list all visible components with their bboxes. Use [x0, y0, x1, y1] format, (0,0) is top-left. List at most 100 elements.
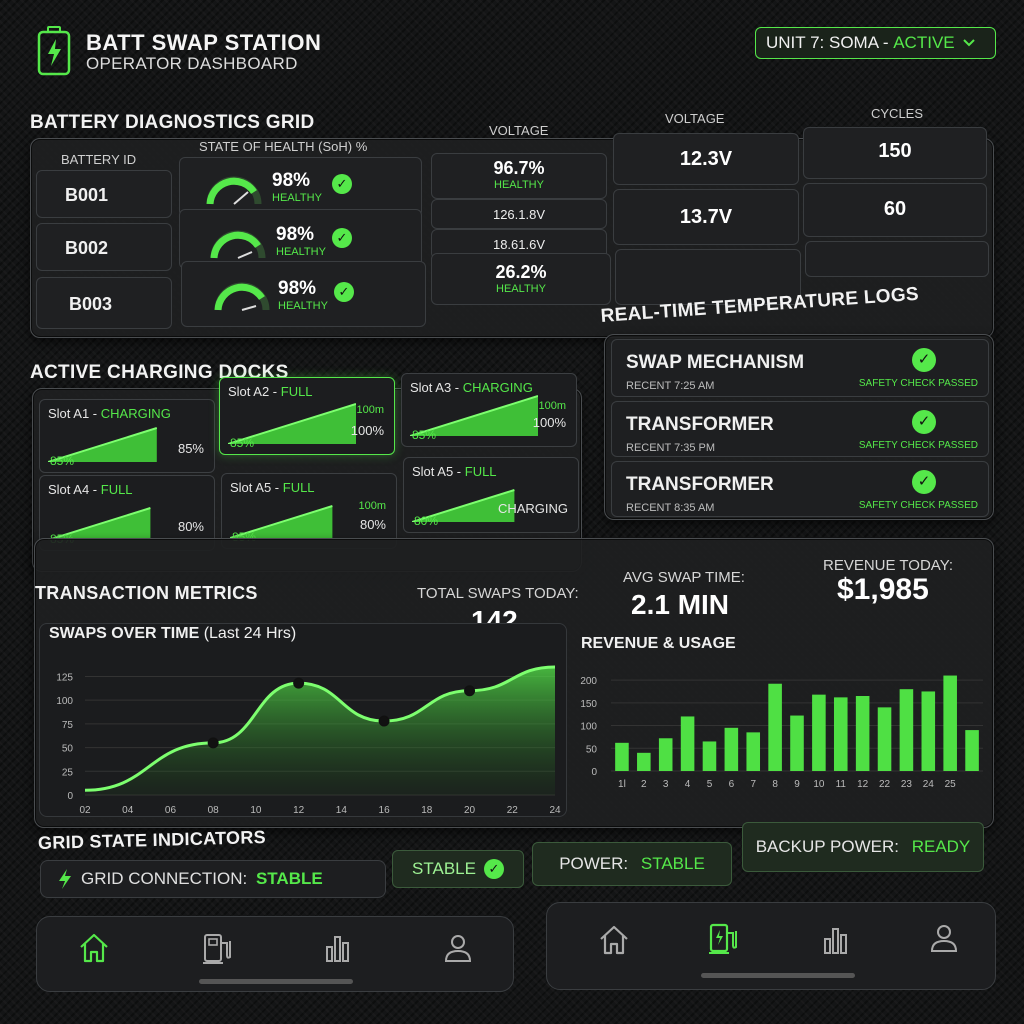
soh-value: 98%: [276, 224, 315, 245]
log-status: SAFETY CHECK PASSED: [858, 378, 978, 389]
x-tick-label: 24: [549, 805, 561, 816]
unit-selector[interactable]: UNIT 7: SOMA - ACTIVE: [755, 27, 996, 59]
dock-range: 100m: [356, 404, 384, 416]
stable-badge[interactable]: STABLE ✓: [392, 850, 524, 888]
y-tick-label: 150: [580, 699, 597, 710]
header-voltage-2: VOLTAGE: [665, 111, 725, 126]
battery-id: B003: [69, 294, 113, 314]
cycles-value: 60: [883, 198, 907, 220]
dock-slot[interactable]: Slot A1 - CHARGING 85% 85%: [39, 399, 215, 473]
x-tick-label: 24: [923, 779, 935, 790]
home-indicator-bar: [199, 979, 353, 984]
x-tick-label: 18: [421, 805, 433, 816]
soh-value: 98%: [272, 170, 311, 191]
data-point: [207, 737, 219, 749]
battery-bolt-icon: [37, 26, 71, 76]
voltage-value: 18.61.6V: [492, 237, 546, 252]
bar: [724, 727, 739, 771]
dock-slot-title: Slot A1 - CHARGING: [48, 406, 171, 421]
home-icon[interactable]: [597, 923, 631, 957]
list-item[interactable]: SWAP MECHANISM RECENT 7:25 AM ✓ SAFETY C…: [611, 339, 989, 397]
dock-slot-state: FULL: [280, 384, 313, 399]
chevron-down-icon[interactable]: [962, 39, 975, 47]
dock-right-percent: CHARGING: [497, 501, 568, 516]
dock-slot-state: FULL: [464, 464, 497, 479]
voltage-value: 126.1.8V: [492, 207, 546, 222]
swaps-line-chart: 0 25 50 75 100 125 02 04 06 08 10 12 14 16 18 20 22 24: [56, 665, 561, 816]
dock-slot-state: CHARGING: [100, 406, 171, 421]
voltage-value: 96.7%: [493, 158, 545, 178]
x-tick-label: 08: [208, 805, 220, 816]
dock-slot-state: FULL: [100, 482, 133, 497]
x-tick-label: 6: [729, 779, 735, 790]
bar: [746, 732, 761, 771]
power-indicator[interactable]: POWER: STABLE: [532, 842, 732, 886]
log-time: RECENT 8:35 AM: [626, 502, 715, 514]
header-cycles: CYCLES: [871, 106, 924, 121]
check-icon: ✓: [912, 410, 936, 434]
check-icon: ✓: [912, 348, 936, 372]
x-tick-label: 8: [772, 779, 778, 790]
dock-slot[interactable]: Slot A5 - FULL 80% CHARGING: [403, 457, 579, 533]
user-icon[interactable]: [441, 931, 475, 965]
voltage2-cell: 13.7V: [613, 189, 799, 245]
x-tick-label: 20: [464, 805, 476, 816]
voltage2-cell: [615, 249, 801, 305]
dock-slot-title: Slot A5 - FULL: [230, 480, 315, 495]
check-icon: ✓: [483, 859, 504, 879]
voltage-label: HEALTHY: [496, 283, 546, 295]
bar: [812, 694, 826, 771]
table-row[interactable]: B003: [36, 277, 172, 329]
cycles-cell: [805, 241, 989, 277]
home-icon[interactable]: [77, 931, 111, 965]
dock-range: 100m: [358, 500, 386, 512]
dock-slot[interactable]: Slot A5 - FULL 85% 100m 80%: [221, 473, 397, 549]
bar: [921, 691, 936, 771]
check-icon: ✓: [332, 174, 352, 194]
x-tick-label: 16: [379, 805, 391, 816]
dock-right-percent: 80%: [177, 519, 204, 534]
charger-icon[interactable]: [201, 931, 235, 967]
table-row[interactable]: B002: [36, 223, 172, 271]
total-swaps-label: TOTAL SWAPS TODAY:: [417, 585, 579, 602]
backup-power-indicator[interactable]: BACKUP POWER: READY: [742, 822, 984, 872]
grid-connection-indicator: GRID CONNECTION: STABLE: [40, 860, 386, 898]
dock-right-percent: 80%: [359, 517, 386, 532]
dock-right-percent: 100%: [350, 423, 384, 438]
chart-icon[interactable]: [819, 923, 853, 957]
y-tick-label: 75: [62, 720, 74, 731]
cycles-cell: 150: [803, 127, 987, 179]
table-row[interactable]: B001: [36, 170, 172, 218]
app-title: BATT SWAP STATION: [86, 30, 322, 55]
x-tick-label: 1l: [618, 779, 626, 790]
bolt-icon: [59, 869, 71, 889]
x-tick-label: 11: [836, 779, 847, 790]
list-item[interactable]: TRANSFORMER RECENT 7:35 PM ✓ SAFETY CHEC…: [611, 401, 989, 457]
charger-icon[interactable]: [707, 921, 743, 959]
dock-slot[interactable]: Slot A3 - CHARGING 85% 100m 100%: [401, 373, 577, 447]
dock-left-percent: 85%: [230, 436, 255, 450]
gauge-icon: [214, 282, 270, 311]
check-icon: ✓: [912, 470, 936, 494]
y-tick-label: 25: [62, 767, 74, 778]
header-voltage-1: VOLTAGE: [489, 123, 549, 138]
dock-right-percent: 85%: [177, 441, 204, 456]
x-tick-label: 22: [879, 779, 891, 790]
x-tick-label: 12: [857, 779, 869, 790]
dock-slot[interactable]: Slot A2 - FULL 85% 100m 100%: [219, 377, 395, 455]
check-icon: ✓: [332, 228, 352, 248]
revenue-label: REVENUE TODAY:: [823, 557, 954, 574]
avg-swap-value: 2.1 MIN: [631, 589, 730, 620]
x-tick-label: 02: [79, 805, 91, 816]
dock-slot-title: Slot A2 - FULL: [228, 384, 313, 399]
user-icon[interactable]: [927, 921, 961, 955]
voltage2-value: 13.7V: [679, 206, 733, 228]
grid-connection-value: STABLE: [255, 869, 323, 888]
chart-icon[interactable]: [321, 931, 355, 965]
y-tick-label: 0: [591, 767, 597, 778]
x-tick-label: 06: [165, 805, 177, 816]
backup-power-label: BACKUP POWER:: [755, 837, 904, 856]
dock-slot-name: Slot A5 -: [230, 480, 283, 495]
list-item[interactable]: TRANSFORMER RECENT 8:35 AM ✓ SAFETY CHEC…: [611, 461, 989, 517]
dock-slot-title: Slot A5 - FULL: [412, 464, 497, 479]
